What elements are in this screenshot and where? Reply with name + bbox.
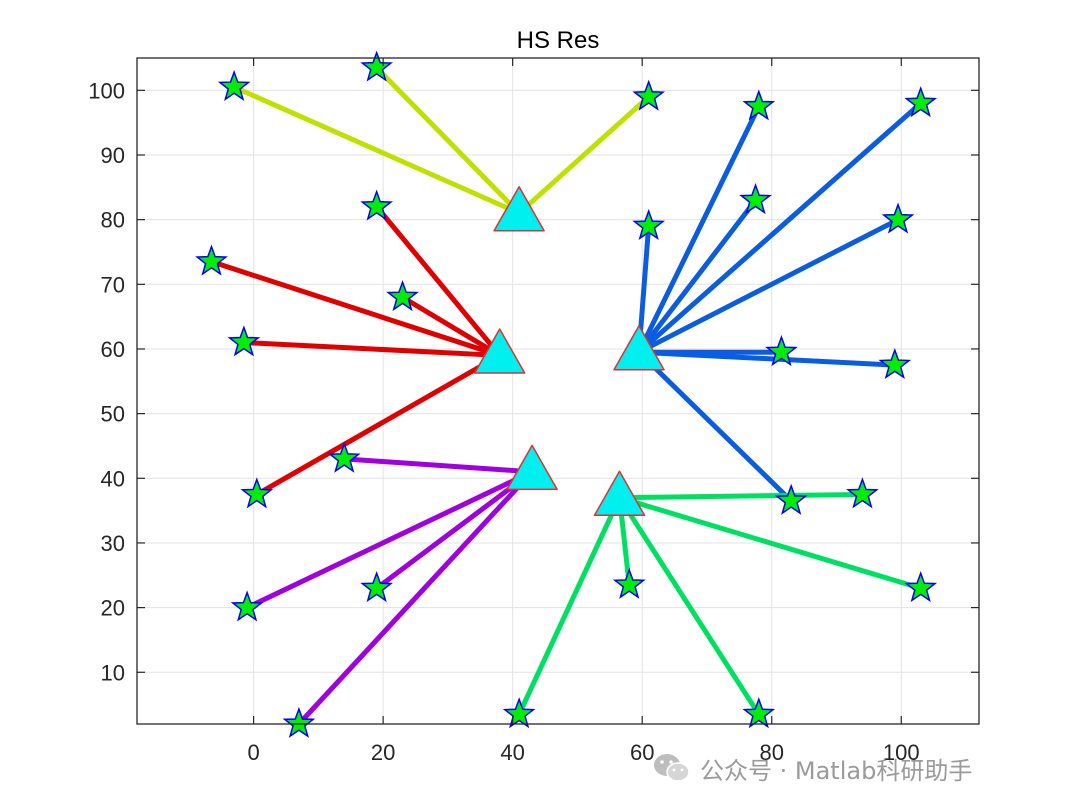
cluster-3-link [636,217,901,355]
cluster-5-link [617,495,924,591]
x-tick-label: 80 [759,740,783,765]
cluster-3-point [878,347,912,380]
cluster-3-link [636,103,762,355]
cluster-1-point [632,79,666,111]
x-tick-label: 20 [371,740,395,765]
cluster-4-point [327,441,361,473]
cluster-5-point [904,571,938,603]
cluster-1-link [516,94,652,216]
cluster-3-point [739,183,772,215]
cluster-5-point [612,567,646,599]
y-tick-label: 20 [101,596,125,621]
y-tick-label: 40 [101,466,125,491]
cluster-4-center [506,444,558,491]
axis-ticks [137,58,979,724]
data-points [195,50,938,738]
cluster-2-link [400,294,503,358]
cluster-3-link [636,100,924,355]
cluster-3-point [765,335,798,367]
y-tick-label: 100 [88,78,125,103]
cluster-5-center [593,470,646,517]
watermark-text: 公众号 · Matlab科研助手 [700,756,973,785]
cluster-2-center [473,328,526,374]
cluster-2-link [254,352,503,497]
chart-title: HS Res [517,27,600,54]
cluster-2-link [374,204,503,358]
cluster-1-center [493,186,545,232]
y-axis-tick-labels: 10 20 30 40 50 60 70 80 90 100 [88,78,125,685]
cluster-1-point [360,50,393,82]
wechat-icon [654,754,690,782]
cluster-3-point [881,202,915,234]
cluster-2-link [241,340,503,358]
cluster-5-point [502,697,536,729]
x-tick-label: 100 [883,740,920,765]
cluster-1-point [217,69,251,101]
cluster-centers [473,186,665,517]
cluster-5-link [516,495,623,717]
plot-frame [136,57,980,725]
cluster-2-point [240,477,274,509]
cluster-4-point [360,571,393,603]
y-tick-label: 50 [101,402,125,427]
cluster-4-point [282,706,316,738]
cluster-2-point [195,244,228,276]
plot-background [137,58,979,724]
y-tick-label: 60 [101,337,125,362]
cluster-4-point [230,590,264,622]
cluster-4-link [244,469,535,611]
x-axis-tick-labels: 0 20 40 60 80 100 [247,740,919,765]
cluster-1-link [374,65,522,216]
cluster-2-point [227,325,261,357]
cluster-2-point [386,280,419,312]
cluster-4-link [341,456,535,475]
cluster-5-point [742,697,776,729]
y-tick-label: 70 [101,272,125,297]
cluster-3-link [636,349,898,368]
y-tick-label: 30 [101,531,125,556]
x-tick-label: 40 [500,740,524,765]
watermark: 公众号 · Matlab科研助手 [652,748,972,788]
cluster-lines [208,65,924,727]
cluster-3-point [904,86,938,118]
y-tick-label: 90 [101,143,125,168]
cluster-5-link [617,495,762,717]
cluster-3-link [636,349,794,504]
cluster-3-center [613,325,665,371]
grid [137,58,979,724]
cluster-2-point [360,189,393,221]
cluster-5-link [617,491,865,501]
x-tick-label: 60 [630,740,654,765]
cluster-1-link [231,84,522,216]
cluster-2-link [208,259,503,358]
y-tick-label: 10 [101,660,125,685]
cluster-4-link [374,469,535,591]
cluster-3-link [636,197,759,355]
cluster-3-point [742,89,776,121]
y-tick-label: 80 [101,208,125,233]
cluster-3-point [632,208,666,241]
cluster-3-point [774,483,808,515]
cluster-4-link [296,469,535,727]
cluster-5-point [846,477,879,509]
x-tick-label: 0 [247,740,259,765]
